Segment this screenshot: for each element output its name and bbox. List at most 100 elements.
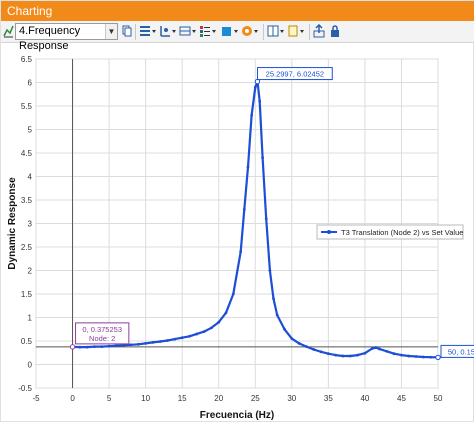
data-point <box>326 352 330 356</box>
data-point <box>144 341 148 345</box>
data-point <box>264 217 268 221</box>
legend-marker <box>327 230 331 234</box>
data-point <box>107 344 111 348</box>
data-point <box>297 341 301 345</box>
marker-icon[interactable] <box>287 24 305 40</box>
data-point <box>421 355 425 359</box>
data-point <box>363 351 367 355</box>
data-point <box>129 343 133 347</box>
data-point <box>217 320 221 324</box>
data-point <box>272 297 275 301</box>
toolbar: 4.Frequency Response ▼ <box>1 21 474 52</box>
y-tick-label: 4 <box>28 173 33 182</box>
chart-select-dropdown[interactable]: 4.Frequency Response ▼ <box>15 23 118 52</box>
chevron-down-icon: ▼ <box>105 24 117 39</box>
export-icon[interactable] <box>313 23 325 40</box>
data-point <box>429 355 433 359</box>
data-point <box>250 114 254 117</box>
color-icon[interactable] <box>221 24 239 40</box>
data-icon[interactable] <box>179 24 197 40</box>
data-point <box>378 347 381 351</box>
y-tick-label: 3.5 <box>21 196 33 205</box>
y-tick-label: 5 <box>28 126 33 135</box>
data-point <box>407 354 411 358</box>
data-point <box>85 345 89 349</box>
data-point <box>224 311 228 315</box>
start-annotation-box <box>75 322 130 345</box>
legend-label: T3 Translation (Node 2) vs Set Value <box>341 228 463 237</box>
end-annotation-text: 50, 0.150828 <box>448 347 474 356</box>
data-point <box>356 353 359 357</box>
data-point <box>202 330 206 333</box>
data-point <box>319 350 323 354</box>
data-point <box>231 292 235 296</box>
x-tick-label: 25 <box>251 394 260 403</box>
data-point <box>180 336 184 340</box>
data-point <box>136 342 140 346</box>
peak-annotation-text: 25.2997, 6.02452 <box>266 70 324 79</box>
y-tick-label: 6.5 <box>21 55 33 64</box>
data-point <box>392 352 396 356</box>
x-tick-label: 15 <box>178 394 187 403</box>
data-point <box>158 340 162 343</box>
data-point <box>115 344 118 348</box>
frequency-response-chart: -5 0 5 10 15 20 25 30 35 40 45 50-0.500.511.522.533… <box>7 55 474 421</box>
y-tick-label: 3 <box>28 220 33 229</box>
series-settings-icon[interactable] <box>139 24 157 40</box>
end-annotation-box <box>440 344 474 358</box>
chart-type-icon[interactable] <box>3 24 14 40</box>
data-point <box>370 347 374 350</box>
y-tick-label: 0 <box>28 361 33 370</box>
y-axis-title: Dynamic Response <box>7 177 18 270</box>
cursor-icon[interactable] <box>267 24 285 40</box>
data-point <box>385 349 389 353</box>
chart-area: -5 0 5 10 15 20 25 30 35 40 45 50 -0.5 0 0.5 1 1.5 2 2.5 3 3… <box>1 43 474 423</box>
data-point <box>268 269 272 272</box>
data-point <box>253 85 257 89</box>
x-tick-label: 0 <box>70 394 75 403</box>
start-annotation-text: 0, 0.375253 <box>82 325 122 334</box>
data-point <box>305 345 308 349</box>
toolbar-separator <box>263 24 264 40</box>
copy-icon[interactable] <box>122 24 132 40</box>
lock-icon[interactable] <box>329 24 341 40</box>
x-tick-label: 30 <box>287 394 296 403</box>
x-tick-label: 45 <box>397 394 406 403</box>
peak-annotation-box <box>256 67 333 81</box>
x-tick-label: 40 <box>360 394 369 403</box>
x-tick-label: 50 <box>434 394 443 403</box>
legend-box <box>316 224 464 240</box>
x-tick-label: 35 <box>324 394 333 403</box>
series-line <box>72 80 439 359</box>
data-point <box>261 156 264 160</box>
x-axis-title: Frecuencia (Hz) <box>200 410 274 421</box>
data-point <box>166 339 169 342</box>
start-annotation-text: Node: 2 <box>89 334 115 343</box>
x-tick-label: 5 <box>107 394 112 403</box>
x-tick-label: 10 <box>141 394 150 403</box>
data-point <box>258 99 262 103</box>
window-title: Charting <box>7 4 53 18</box>
data-point <box>173 337 177 341</box>
title-bar: Charting <box>1 1 474 21</box>
data-point <box>334 353 338 357</box>
toolbar-separator <box>309 24 310 40</box>
data-point <box>348 354 352 358</box>
data-point <box>283 327 286 331</box>
legend-icon[interactable] <box>199 24 217 40</box>
y-tick-label: 1.5 <box>21 290 33 299</box>
data-point <box>210 326 213 330</box>
data-point <box>195 332 199 336</box>
palette-icon[interactable] <box>241 24 259 40</box>
y-tick-label: 2.5 <box>21 243 33 252</box>
toolbar-separator <box>135 24 136 40</box>
data-point <box>341 354 345 358</box>
data-point <box>290 337 294 341</box>
data-point <box>100 345 104 349</box>
y-tick-label: 5.5 <box>21 102 33 111</box>
data-point <box>78 345 82 349</box>
axis-settings-icon[interactable] <box>159 24 177 40</box>
y-tick-label: 6 <box>28 79 33 88</box>
data-point <box>188 334 191 338</box>
